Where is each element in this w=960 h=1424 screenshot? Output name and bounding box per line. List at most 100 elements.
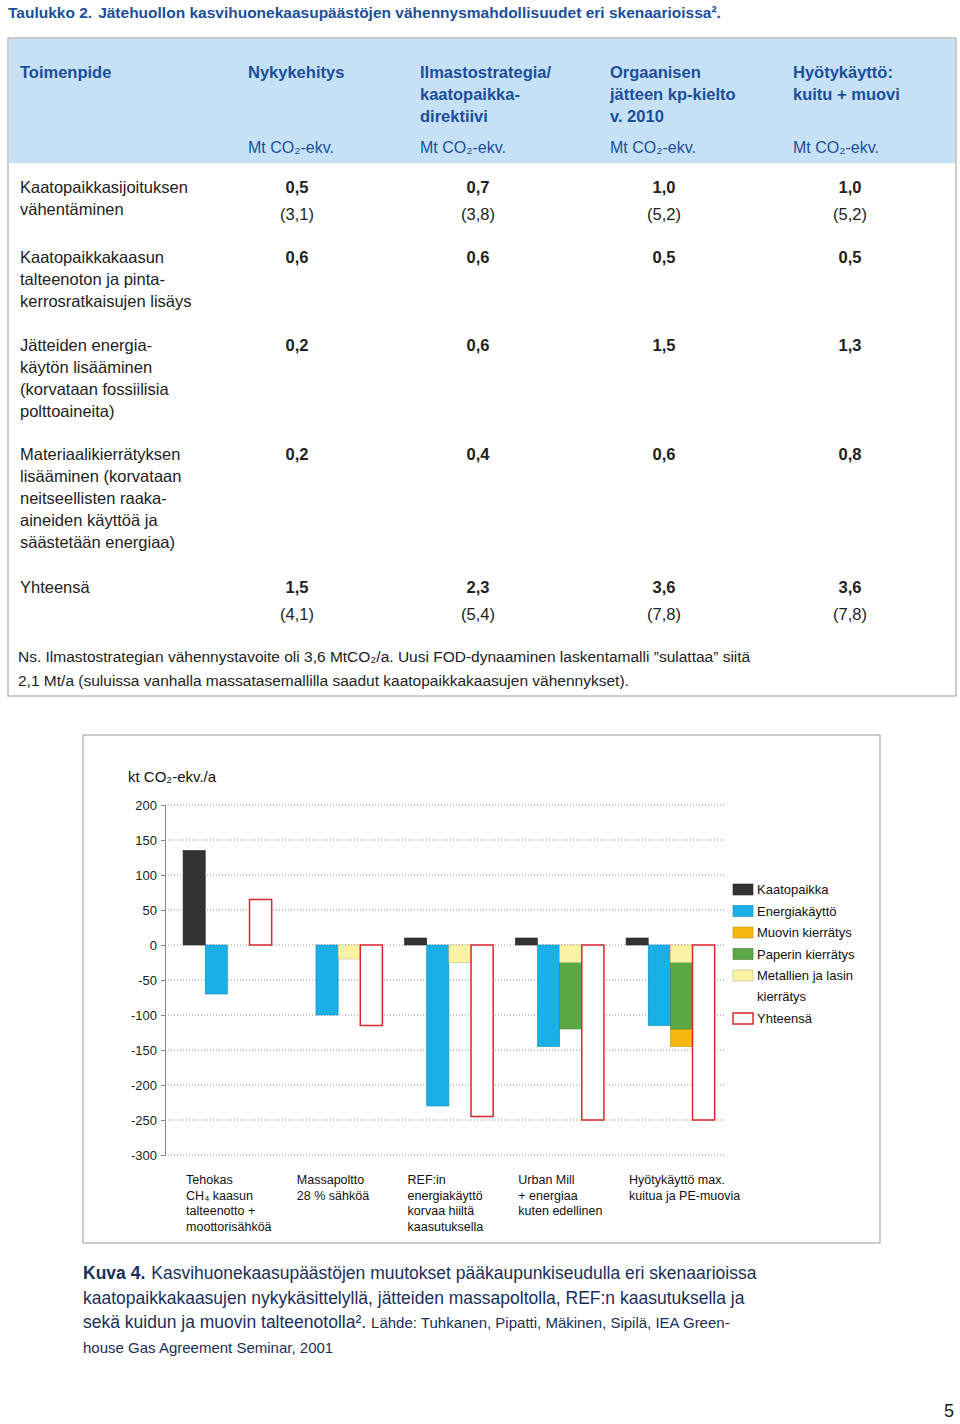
cell-value: 1,0 (839, 178, 862, 196)
bar (670, 1029, 692, 1047)
row-label: säästetään energiaa) (20, 533, 175, 551)
x-tick-label-line: Massapoltto (297, 1173, 364, 1187)
x-tick-label-line: energiakäyttö (408, 1189, 483, 1203)
cell-value: 1,3 (839, 336, 862, 354)
row-label: (korvataan fossiilisia (20, 380, 169, 398)
caption-source: Lähde: Tuhkanen, Pipatti, Mäkinen, Sipil… (371, 1314, 730, 1331)
y-tick: -100 (131, 1008, 165, 1023)
y-tick-mark (161, 1085, 165, 1086)
legend-swatch (733, 1013, 753, 1024)
legend-label: Metallien ja lasinkierrätys (757, 968, 853, 1004)
y-tick-mark (161, 945, 165, 946)
x-tick: TehokasCH₄ kaasuntalteenotto +moottorisä… (186, 1167, 272, 1234)
legend-swatch (733, 927, 753, 938)
legend-swatch (733, 970, 753, 981)
row-label: talteenoton ja pinta- (20, 270, 165, 288)
row-label: aineiden käyttöä ja (20, 511, 158, 529)
row-label: neitseellisten raaka- (20, 489, 167, 507)
grid-line (165, 1120, 725, 1121)
cell-secondary: (5,4) (461, 605, 495, 623)
legend-label: Kaatopaikka (757, 882, 829, 897)
x-tick-label-line: talteenotto + (186, 1204, 255, 1218)
y-axis-title: kt CO₂-ekv./a (128, 768, 217, 785)
x-tick: Urban Mill+ energiaakuten edellinen (518, 1167, 602, 1218)
grid-line (165, 805, 725, 806)
cell-value: 0,8 (839, 445, 862, 463)
cell-secondary: (7,8) (647, 605, 681, 623)
bar (360, 945, 382, 1026)
y-tick-label: -100 (131, 1008, 157, 1023)
legend-swatch (733, 906, 753, 917)
bar (582, 945, 604, 1120)
y-tick-mark (161, 1015, 165, 1016)
cell-value: 0,5 (653, 248, 676, 266)
column-unit: Mt CO₂-ekv. (420, 139, 506, 156)
cell-value: 0,2 (286, 336, 309, 354)
legend-label: Energiakäyttö (757, 904, 837, 919)
page: Taulukko 2.Jätehuollon kasvihuonekaasupä… (0, 0, 960, 1424)
cell-value: 0,4 (467, 445, 491, 463)
cell-secondary: (4,1) (280, 605, 314, 623)
table-title: Taulukko 2.Jätehuollon kasvihuonekaasupä… (8, 4, 721, 21)
table-border (8, 38, 956, 696)
y-tick-label: 100 (135, 868, 157, 883)
caption-line: kaatopaikkakaasujen nykykäsittelyllä, jä… (83, 1288, 745, 1308)
column-header: v. 2010 (610, 107, 664, 125)
bars (183, 851, 715, 1121)
column-header: jätteen kp-kielto (609, 85, 736, 103)
column-header: kuitu + muovi (793, 85, 900, 103)
y-tick-label: 150 (135, 833, 157, 848)
grid-line (165, 1155, 725, 1156)
table: ToimenpideNykykehitysMt CO₂-ekv.Ilmastos… (8, 38, 956, 696)
x-tick-label-line: korvaa hiiltä (408, 1204, 475, 1218)
row-label: käytön lisääminen (20, 358, 152, 376)
x-axis: TehokasCH₄ kaasuntalteenotto +moottorisä… (186, 1167, 740, 1234)
cell-value: 3,6 (653, 578, 676, 596)
row-label: polttoaineita) (20, 402, 114, 420)
legend-swatch (733, 884, 753, 895)
y-tick-label: -150 (131, 1043, 157, 1058)
caption-text: Kasvihuonekaasupäästöjen muutokset pääka… (151, 1263, 756, 1283)
cell-value: 0,7 (467, 178, 490, 196)
x-tick-label-line: kuitua ja PE-muovia (629, 1189, 740, 1203)
caption-source: house Gas Agreement Seminar, 2001 (83, 1339, 333, 1356)
x-tick: REF:inenergiakäyttökorvaa hiiltäkaasutuk… (408, 1167, 484, 1234)
y-tick: -50 (138, 973, 165, 988)
x-tick-label-line: kaasutuksella (408, 1220, 484, 1234)
cell-value: 1,0 (653, 178, 676, 196)
y-tick-label: -300 (131, 1148, 157, 1163)
bar (560, 963, 582, 1030)
x-tick-label-line: 28 % sähköä (297, 1189, 369, 1203)
grid (165, 805, 725, 1155)
legend-label: Muovin kierrätys (757, 925, 852, 940)
bar (316, 945, 338, 1015)
y-tick-label: -50 (138, 973, 157, 988)
cell-value: 1,5 (286, 578, 309, 596)
x-tick-label-line: Urban Mill (518, 1173, 574, 1187)
cell-secondary: (3,1) (280, 205, 314, 223)
y-tick-mark (161, 875, 165, 876)
column-unit: Mt CO₂-ekv. (610, 139, 696, 156)
y-tick-label: -250 (131, 1113, 157, 1128)
y-tick: 50 (143, 903, 165, 918)
y-tick-label: 200 (135, 798, 157, 813)
legend-label-line: Muovin kierrätys (757, 925, 852, 940)
x-tick-label: Urban Mill+ energiaakuten edellinen (518, 1173, 602, 1218)
legend-label-line: Paperin kierrätys (757, 947, 855, 962)
cell-value: 0,5 (839, 248, 862, 266)
legend-label-line: Yhteensä (757, 1011, 813, 1026)
legend-label-line: Kaatopaikka (757, 882, 829, 897)
x-tick-label-line: Tehokas (186, 1173, 233, 1187)
legend: Kaatopaikka Energiakäyttö Muovin kierrätys… (733, 882, 855, 1026)
table-note: Ns. Ilmastostrategian vähennystavoite ol… (18, 648, 751, 665)
bar (693, 945, 715, 1120)
column-unit: Mt CO₂-ekv. (793, 139, 879, 156)
cell-value: 0,2 (286, 445, 309, 463)
table-header-band (9, 39, 955, 163)
row-label: vähentäminen (20, 200, 124, 218)
y-tick-label: 0 (150, 938, 157, 953)
cell-value: 2,3 (467, 578, 490, 596)
x-tick-label: Hyötykäyttö max.kuitua ja PE-muovia (629, 1173, 740, 1203)
y-tick-mark (161, 1120, 165, 1121)
caption-label: Kuva 4. (83, 1263, 145, 1283)
